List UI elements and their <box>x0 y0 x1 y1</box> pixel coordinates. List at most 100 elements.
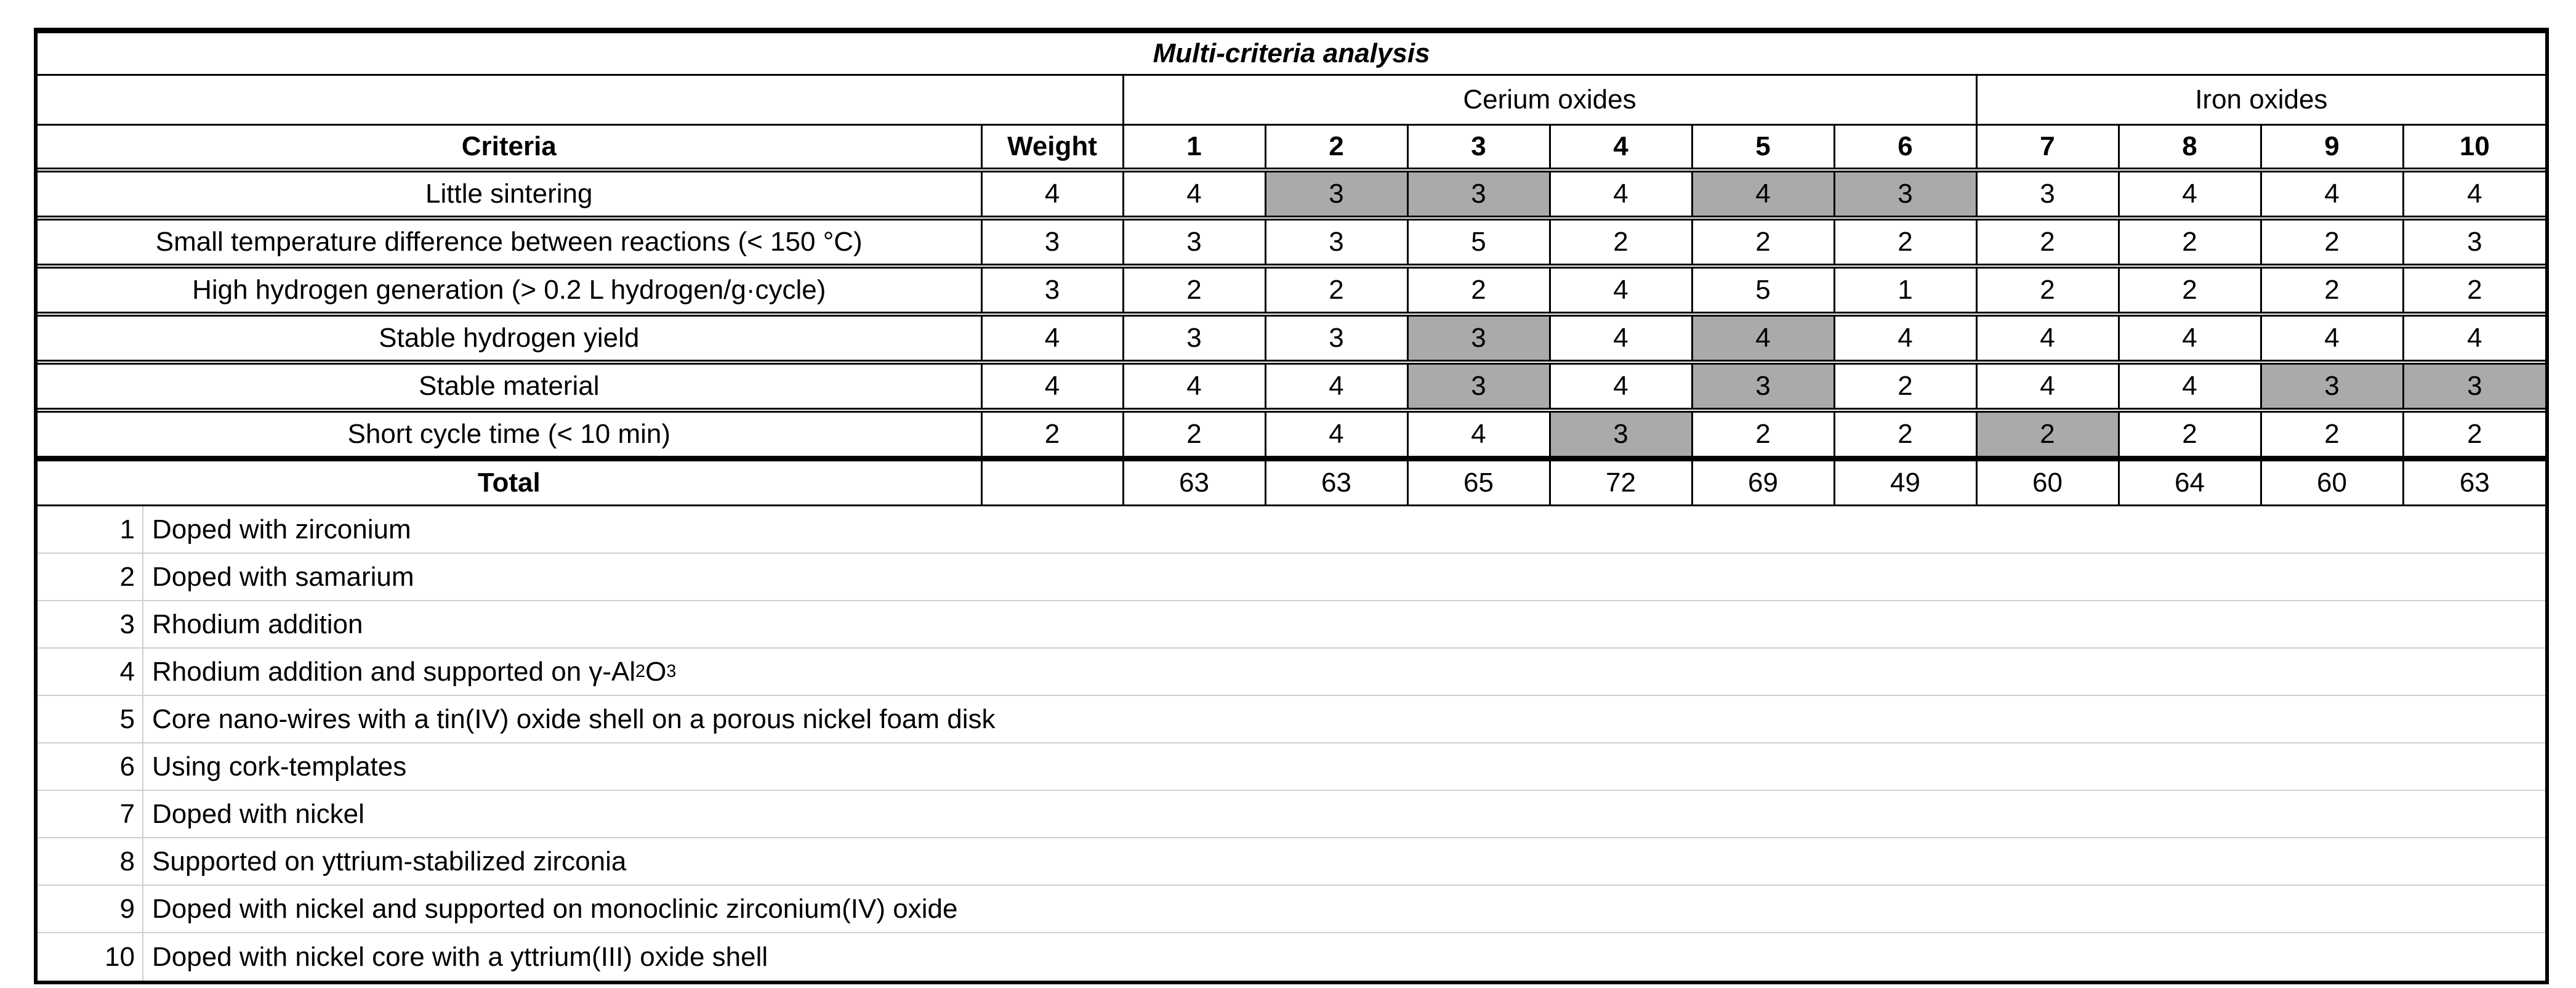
score-cell: 2 <box>2260 264 2404 317</box>
column-header-8: 8 <box>2117 124 2262 171</box>
score-cell: 4 <box>1975 312 2120 365</box>
score-cell: 2 <box>1975 216 2120 269</box>
score-cell: 3 <box>2402 216 2546 269</box>
criteria-cell: Short cycle time (< 10 min) <box>38 408 983 461</box>
score-cell: 4 <box>1975 360 2120 413</box>
total-row: Total 63 63 65 72 69 49 60 64 60 63 <box>38 456 2546 506</box>
score-cell: 2 <box>2117 408 2262 461</box>
score-cell: 4 <box>1691 168 1835 221</box>
score-cell: 4 <box>1406 408 1551 461</box>
score-cell: 3 <box>1264 216 1409 269</box>
legend-number: 9 <box>38 886 143 932</box>
score-cell: 2 <box>1833 408 1978 461</box>
legend-number: 1 <box>38 506 143 553</box>
total-cell: 69 <box>1691 456 1835 506</box>
total-cell: 64 <box>2117 456 2262 506</box>
table-title: Multi-criteria analysis <box>38 31 2546 76</box>
column-header-row: Criteria Weight 1 2 3 4 5 6 7 8 9 10 <box>38 124 2546 171</box>
score-cell: 2 <box>2117 216 2262 269</box>
score-cell: 5 <box>1691 264 1835 317</box>
legend-row: 6 Using cork-templates <box>38 743 2545 791</box>
legend-text: Doped with nickel and supported on monoc… <box>152 893 958 924</box>
weight-cell: 3 <box>980 216 1124 269</box>
score-cell: 4 <box>1122 360 1266 413</box>
score-cell: 4 <box>2402 312 2546 365</box>
score-cell: 2 <box>1264 264 1409 317</box>
score-cell: 4 <box>1264 360 1409 413</box>
score-cell: 3 <box>1406 360 1551 413</box>
score-cell: 3 <box>1264 168 1409 221</box>
legend-number: 10 <box>38 933 143 981</box>
score-cell: 3 <box>2260 360 2404 413</box>
column-header-1: 1 <box>1122 124 1266 171</box>
weight-cell: 4 <box>980 168 1124 221</box>
legend-number: 7 <box>38 791 143 837</box>
column-header-4: 4 <box>1548 124 1693 171</box>
column-header-7: 7 <box>1975 124 2120 171</box>
total-label: Total <box>38 456 983 506</box>
score-cell: 2 <box>1975 264 2120 317</box>
criteria-cell: Stable hydrogen yield <box>38 312 983 365</box>
legend-number: 3 <box>38 601 143 647</box>
weight-cell: 3 <box>980 264 1124 317</box>
analysis-table-frame: Multi-criteria analysis Cerium oxides Iro… <box>34 28 2549 984</box>
legend-row: 10 Doped with nickel core with a yttrium(… <box>38 933 2545 981</box>
score-cell: 4 <box>1122 168 1266 221</box>
score-cell: 2 <box>1691 216 1835 269</box>
score-cell: 2 <box>1833 216 1978 269</box>
score-cell: 2 <box>1406 264 1551 317</box>
score-cell: 2 <box>1122 408 1266 461</box>
legend-number: 2 <box>38 554 143 600</box>
score-cell: 4 <box>1264 408 1409 461</box>
score-cell: 3 <box>1264 312 1409 365</box>
score-cell: 2 <box>1691 408 1835 461</box>
total-cell: 63 <box>1264 456 1409 506</box>
score-cell: 4 <box>2117 312 2262 365</box>
score-cell: 3 <box>1548 408 1693 461</box>
criteria-row: Little sintering 4 4 3 3 4 4 3 3 4 4 4 <box>38 168 2546 221</box>
title-row: Multi-criteria analysis <box>38 31 2546 76</box>
legend-row: 7 Doped with nickel <box>38 791 2545 838</box>
criteria-header: Criteria <box>38 124 983 171</box>
total-cell: 65 <box>1406 456 1551 506</box>
score-cell: 4 <box>1548 360 1693 413</box>
weight-cell: 2 <box>980 408 1124 461</box>
score-cell: 2 <box>1975 408 2120 461</box>
group-header-cerium-oxides: Cerium oxides <box>1122 74 1978 126</box>
score-cell: 4 <box>1548 168 1693 221</box>
score-cell: 2 <box>1833 360 1978 413</box>
legend-row: 3 Rhodium addition <box>38 601 2545 649</box>
legend-number: 5 <box>38 696 143 742</box>
legend-text: Supported on yttrium-stabilized zirconia <box>152 846 627 877</box>
criteria-row: Stable hydrogen yield 4 3 3 3 4 4 4 4 4 4 4 <box>38 312 2546 365</box>
criteria-row: Stable material 4 4 4 3 4 3 2 4 4 3 3 <box>38 360 2546 413</box>
score-cell: 4 <box>1691 312 1835 365</box>
score-cell: 2 <box>1548 216 1693 269</box>
legend-text: Using cork-templates <box>152 751 407 782</box>
legend-text: Doped with zirconium <box>152 514 411 545</box>
criteria-row: High hydrogen generation (> 0.2 L hydrog… <box>38 264 2546 317</box>
score-cell: 4 <box>2260 312 2404 365</box>
criteria-cell: Stable material <box>38 360 983 413</box>
score-cell: 3 <box>2402 360 2546 413</box>
score-cell: 2 <box>2260 216 2404 269</box>
total-weight-blank <box>980 456 1124 506</box>
weight-header: Weight <box>980 124 1124 171</box>
score-cell: 1 <box>1833 264 1978 317</box>
weight-cell: 4 <box>980 312 1124 365</box>
legend-row: 5 Core nano-wires with a tin(IV) oxide sh… <box>38 696 2545 743</box>
legend-number: 6 <box>38 743 143 790</box>
score-cell: 2 <box>1122 264 1266 317</box>
column-header-9: 9 <box>2260 124 2404 171</box>
total-cell: 63 <box>1122 456 1266 506</box>
analysis-table: Multi-criteria analysis Cerium oxides Iro… <box>38 31 2546 506</box>
score-cell: 2 <box>2117 264 2262 317</box>
legend-text: Doped with nickel <box>152 798 364 829</box>
score-cell: 2 <box>2402 264 2546 317</box>
legend-number: 8 <box>38 838 143 885</box>
score-cell: 3 <box>1691 360 1835 413</box>
criteria-row: Short cycle time (< 10 min) 2 2 4 4 3 2 2 2 2 2 2 <box>38 408 2546 461</box>
weight-cell: 4 <box>980 360 1124 413</box>
total-cell: 60 <box>2260 456 2404 506</box>
score-cell: 4 <box>2402 168 2546 221</box>
